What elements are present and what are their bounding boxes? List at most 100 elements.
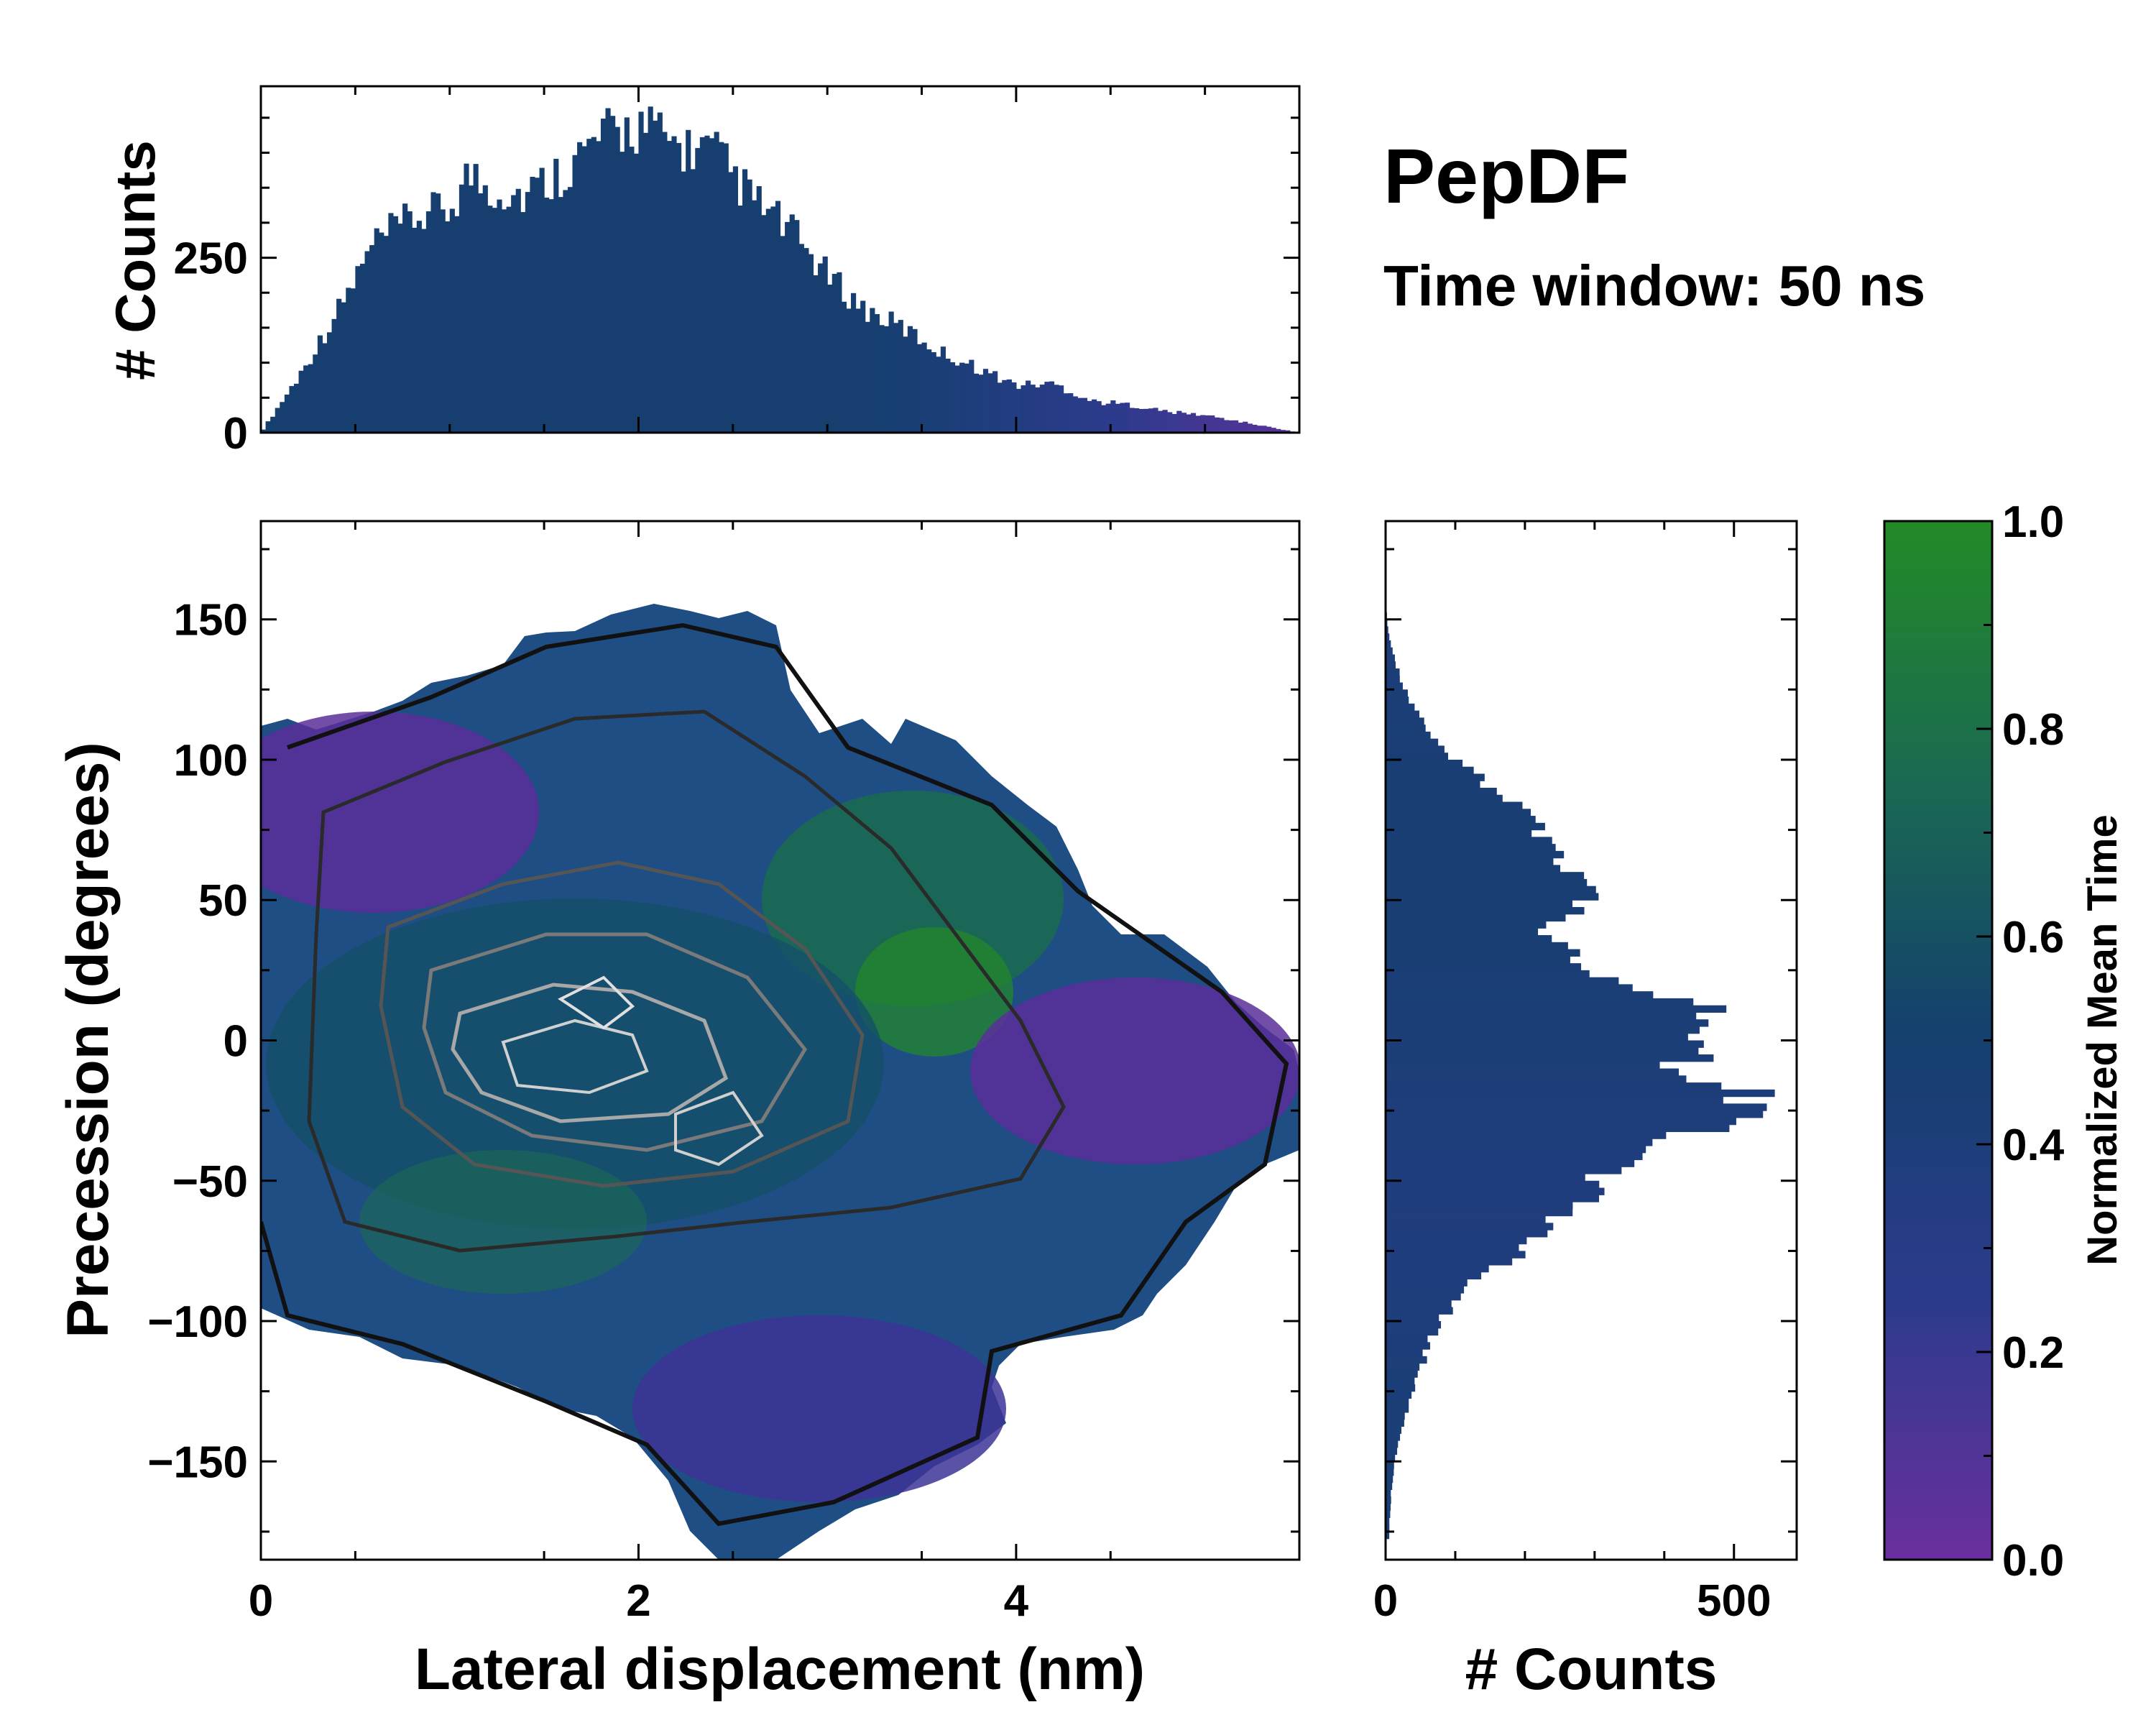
top-histogram-bar bbox=[728, 172, 734, 433]
top-histogram-bar bbox=[831, 274, 837, 433]
top-histogram-bar bbox=[798, 244, 804, 433]
right-histogram-bar bbox=[1386, 1089, 1775, 1098]
right-histogram-bar bbox=[1386, 1124, 1730, 1133]
top-histogram-bar bbox=[454, 216, 460, 433]
top-histogram-bar bbox=[501, 209, 507, 433]
top-histogram-bar bbox=[1153, 408, 1158, 433]
heatmap-region-upper-left bbox=[261, 712, 539, 913]
top-histogram-bar bbox=[992, 371, 998, 433]
right-histogram-bar bbox=[1386, 1096, 1723, 1104]
right-histogram-bar bbox=[1386, 1138, 1653, 1146]
right-histogram-bars bbox=[1386, 612, 1775, 1540]
top-histogram-bar bbox=[336, 298, 342, 433]
right-histogram-bar bbox=[1386, 710, 1419, 718]
right-histogram-bar bbox=[1386, 857, 1554, 866]
top-histogram-bar bbox=[1087, 400, 1092, 433]
top-histogram-bar bbox=[1068, 393, 1074, 433]
right-histogram-bar bbox=[1386, 970, 1590, 978]
right-histogram-bar bbox=[1386, 809, 1531, 816]
top-histogram-bar bbox=[430, 192, 436, 433]
right-histogram-bar bbox=[1386, 1047, 1699, 1055]
top-histogram-bar bbox=[841, 301, 847, 433]
right-histogram-bar bbox=[1386, 1195, 1600, 1202]
right-histogram-bar bbox=[1386, 1068, 1680, 1076]
top-histogram-bar bbox=[653, 120, 658, 433]
top-histogram-bar bbox=[780, 236, 786, 433]
right-histogram-bar bbox=[1386, 1475, 1393, 1484]
top-histogram-bar bbox=[1044, 382, 1050, 433]
top-histogram-bar bbox=[860, 300, 866, 433]
top-histogram-bar bbox=[1233, 420, 1239, 433]
right-histogram-bar bbox=[1386, 1019, 1709, 1027]
top-histogram-bar bbox=[379, 232, 384, 433]
top-histogram-bar bbox=[756, 186, 762, 433]
top-histogram-bar bbox=[1157, 410, 1164, 433]
top-histogram-bar bbox=[261, 429, 267, 433]
top-histogram-bar bbox=[298, 370, 304, 433]
right-histogram-bar bbox=[1386, 717, 1424, 725]
top-histogram-bar bbox=[289, 386, 295, 433]
top-histogram-bar bbox=[1110, 400, 1116, 433]
right-histogram-panel: 0 500 # Counts bbox=[1373, 520, 1798, 1702]
top-histogram-bar bbox=[440, 209, 446, 433]
top-histogram-bar bbox=[1035, 387, 1041, 433]
top-histogram-bar bbox=[936, 356, 941, 433]
top-histogram-bar bbox=[558, 197, 563, 433]
top-histogram-bar bbox=[874, 314, 880, 433]
top-histogram-bar bbox=[907, 326, 913, 433]
top-histogram-bar bbox=[1247, 423, 1253, 433]
right-histogram-bar bbox=[1386, 1012, 1697, 1020]
right-histogram-bar bbox=[1386, 703, 1415, 712]
top-histogram-bar bbox=[497, 199, 502, 433]
top-histogram-bar bbox=[973, 373, 979, 433]
top-histogram-bar bbox=[775, 201, 781, 433]
top-histogram-bar bbox=[388, 213, 394, 433]
top-histogram-panel: 0 250 # Counts bbox=[103, 85, 1301, 459]
top-histogram-bar bbox=[449, 208, 455, 433]
top-histogram-bar bbox=[1039, 385, 1045, 433]
top-histogram-bar bbox=[1271, 428, 1276, 433]
top-histogram-bar bbox=[1129, 408, 1135, 433]
top-histogram-bar bbox=[681, 171, 686, 433]
right-histogram-bar bbox=[1386, 928, 1539, 936]
right-histogram-bar bbox=[1386, 872, 1585, 880]
top-histogram-bar bbox=[916, 344, 923, 433]
tick-label: 100 bbox=[174, 736, 248, 786]
top-histogram-bar bbox=[553, 158, 559, 433]
top-histogram-bar bbox=[714, 132, 719, 433]
top-histogram-bar bbox=[1015, 389, 1022, 433]
top-histogram-bar bbox=[747, 179, 752, 433]
heatmap-plot-area bbox=[261, 604, 1299, 1560]
right-histogram-bar bbox=[1386, 1061, 1660, 1070]
right-histogram-bar bbox=[1386, 1131, 1667, 1139]
right-histogram-bar bbox=[1386, 1286, 1465, 1294]
top-histogram-bar bbox=[326, 332, 333, 433]
top-histogram-bar bbox=[912, 328, 918, 433]
tick-label: −150 bbox=[147, 1438, 248, 1487]
heatmap-region-right bbox=[970, 978, 1299, 1164]
top-histogram-bar bbox=[436, 193, 441, 433]
right-histogram-bar bbox=[1386, 1005, 1727, 1013]
right-histogram-bar bbox=[1386, 640, 1391, 648]
top-histogram-bar bbox=[1167, 412, 1173, 433]
top-histogram-bar bbox=[1276, 428, 1281, 433]
top-histogram-bar bbox=[789, 214, 795, 433]
top-histogram-bar bbox=[638, 111, 644, 433]
right-histogram-bar bbox=[1386, 1145, 1646, 1154]
heatmap-region-lower-lobe bbox=[632, 1315, 1006, 1502]
right-histogram-bar bbox=[1386, 1440, 1399, 1448]
top-histogram-bar bbox=[350, 288, 356, 433]
tick-label: 0.2 bbox=[2002, 1328, 2064, 1378]
top-histogram-bar bbox=[586, 139, 592, 433]
right-histogram-bar bbox=[1386, 1230, 1548, 1238]
right-histogram-bar bbox=[1386, 1517, 1390, 1525]
right-histogram-bar bbox=[1386, 668, 1400, 676]
top-histogram-bar bbox=[695, 147, 701, 433]
top-histogram-bar bbox=[1120, 402, 1125, 433]
top-histogram-bar bbox=[624, 117, 630, 433]
top-histogram-bar bbox=[865, 321, 870, 433]
right-histogram-bar bbox=[1386, 1398, 1409, 1406]
right-histogram-bar bbox=[1386, 1264, 1489, 1273]
top-histogram-bar bbox=[1181, 413, 1187, 433]
top-histogram-bar bbox=[492, 208, 498, 433]
